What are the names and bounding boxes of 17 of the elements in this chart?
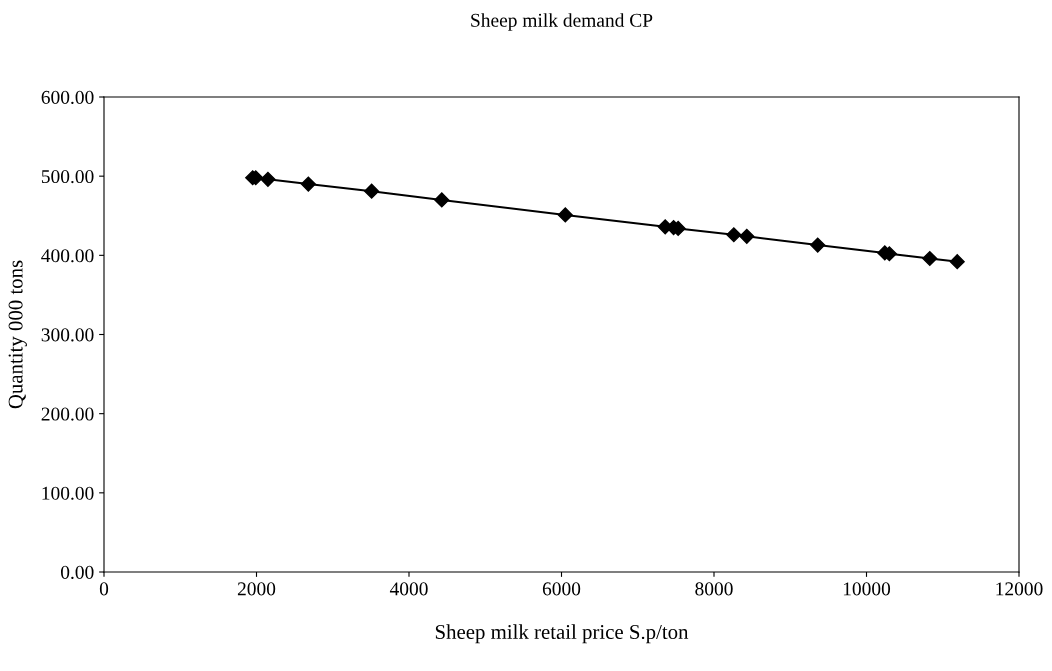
y-tick-label: 100.00 bbox=[42, 486, 94, 500]
x-tick-label: 6000 bbox=[542, 582, 581, 596]
x-axis-title: Sheep milk retail price S.p/ton bbox=[435, 624, 689, 644]
y-tick-label: 600.00 bbox=[41, 90, 94, 105]
y-tick-label: 400.00 bbox=[41, 249, 94, 263]
y-tick-label: 500.00 bbox=[41, 169, 94, 184]
x-tick-label: 12000 bbox=[996, 582, 1043, 596]
y-tick-label: 0.00 bbox=[60, 565, 94, 580]
x-tick-label: 0 bbox=[99, 582, 109, 596]
x-tick-label: 8000 bbox=[695, 582, 733, 596]
y-axis-title: Quantity 000 tons bbox=[8, 260, 27, 409]
chart-title: Sheep milk demand CP bbox=[471, 13, 653, 31]
y-tick-label: 200.00 bbox=[41, 407, 94, 421]
x-tick-label: 2000 bbox=[237, 582, 276, 596]
x-tick-label: 4000 bbox=[389, 582, 428, 596]
y-tick-label: 300.00 bbox=[41, 328, 94, 342]
x-tick-label: 10000 bbox=[843, 582, 891, 596]
